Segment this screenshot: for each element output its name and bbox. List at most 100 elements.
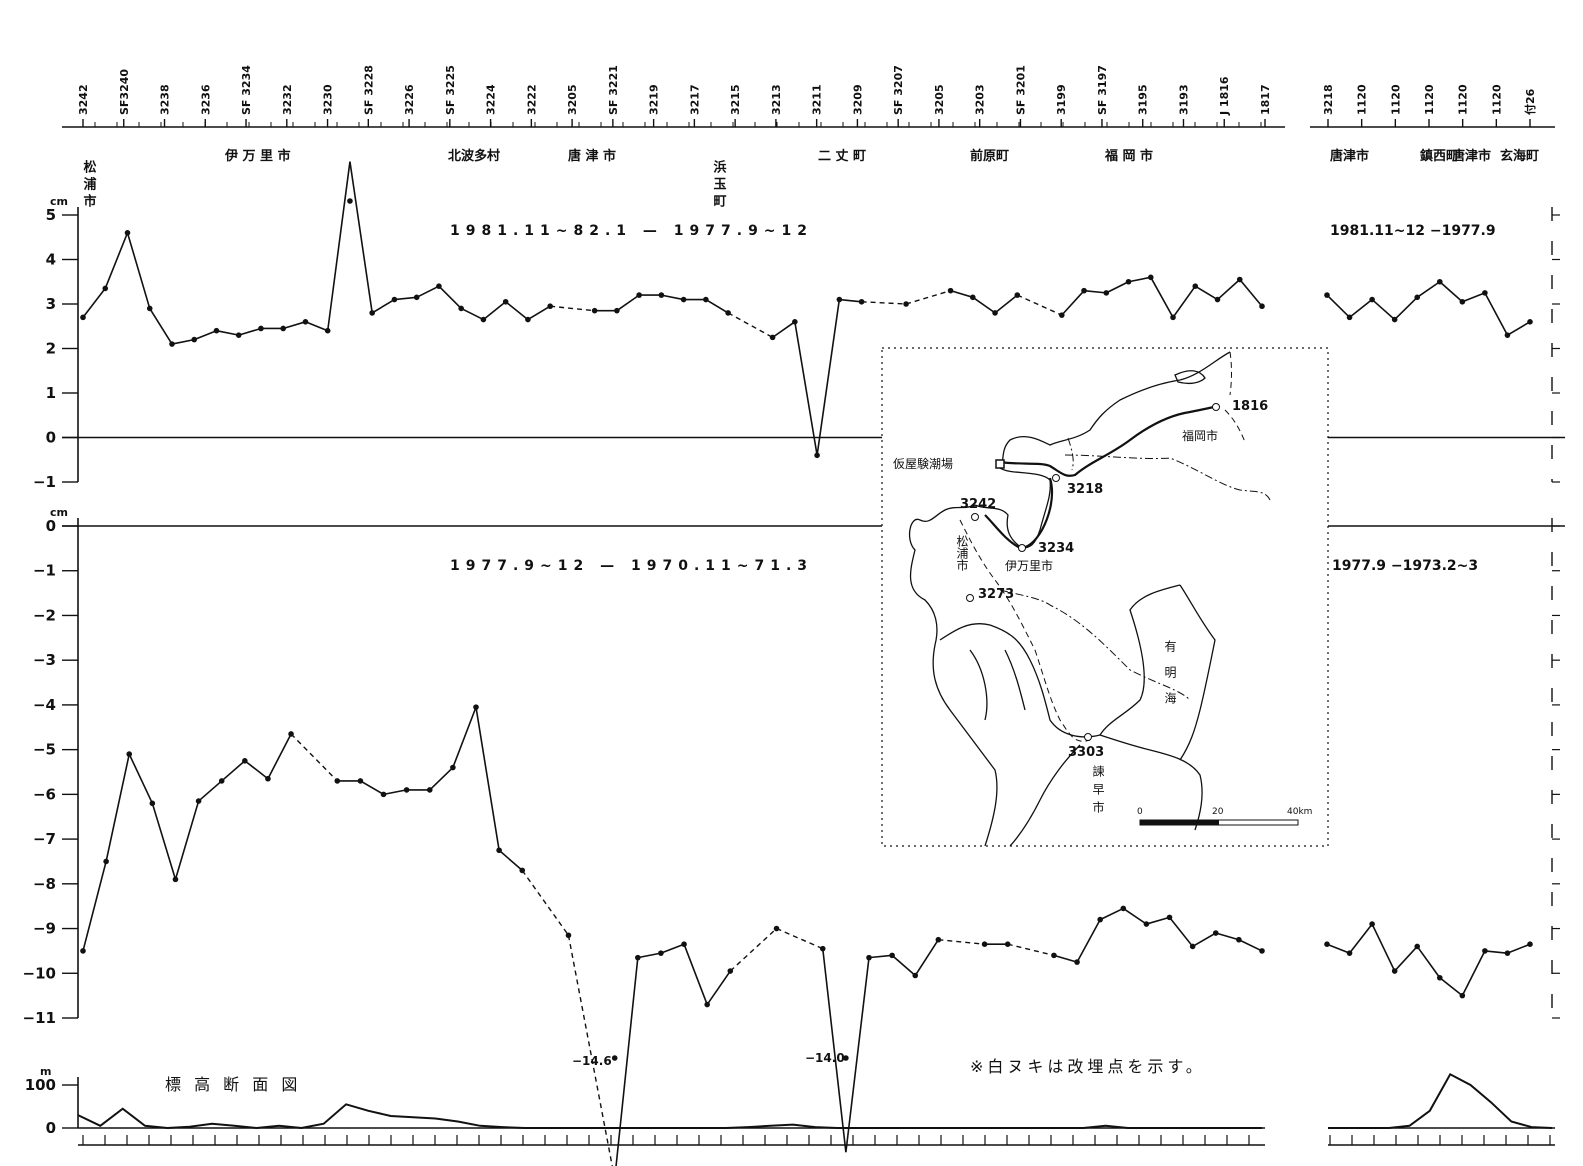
panel-long-change: 0 −1 −2 −3 −4 −5 −6 −7 −8 −9 −10 −11 cm	[23, 506, 1565, 1166]
main-point	[727, 968, 734, 974]
main-segment	[82, 861, 107, 952]
main-segment	[416, 285, 440, 299]
benchmark-label: 3238	[159, 84, 172, 115]
side-point	[1482, 948, 1488, 954]
main-segment	[105, 753, 131, 862]
main-point	[1014, 292, 1021, 298]
benchmark-label: SF 3201	[1014, 65, 1027, 115]
main-point	[611, 1055, 618, 1061]
main-point	[658, 950, 664, 956]
side-point	[1527, 319, 1533, 325]
bm3242-marker	[971, 513, 979, 521]
main-point	[680, 296, 687, 303]
side-segment	[1326, 943, 1350, 954]
main-point	[1189, 943, 1196, 950]
main-segment	[1192, 932, 1217, 948]
main-point	[1143, 921, 1150, 927]
side-segment	[1326, 294, 1351, 318]
main-segment	[1076, 919, 1101, 963]
main-segment	[171, 338, 195, 345]
map-bm1816-label: 1816	[1232, 399, 1268, 414]
main-point	[195, 798, 202, 804]
map-scale-0: 0	[1137, 807, 1143, 817]
main-point	[1051, 952, 1057, 959]
bm3303-marker	[1084, 733, 1092, 741]
main-point	[169, 341, 175, 347]
y-tick-label: −2	[33, 606, 56, 624]
main-segment	[1099, 907, 1124, 921]
main-segment	[429, 766, 454, 791]
place-name: 二 丈 町	[818, 149, 866, 164]
main-segment	[772, 321, 796, 339]
side-point	[1346, 314, 1353, 321]
side-segment	[1394, 945, 1418, 972]
side-point	[1346, 950, 1353, 956]
bm1816-marker	[1212, 403, 1220, 411]
main-point	[124, 230, 131, 236]
side-point	[1527, 941, 1533, 947]
benchmark-label: 3193	[1177, 84, 1190, 115]
benchmark-label: 3213	[770, 84, 783, 115]
place-name: 浜玉町	[711, 159, 727, 211]
y-tick-label: −11	[23, 1009, 56, 1027]
main-point	[769, 334, 776, 341]
main-segment	[527, 305, 551, 321]
side-segment	[1461, 950, 1486, 996]
main-point	[1236, 276, 1243, 283]
main-point	[258, 325, 264, 332]
benchmark-label: 3230	[322, 84, 335, 115]
main-segment	[305, 321, 328, 332]
main-segment	[660, 943, 685, 954]
main-point	[213, 327, 220, 334]
main-point	[970, 294, 976, 301]
side-segment	[1484, 950, 1508, 954]
main-point	[146, 305, 153, 312]
y-tick-label: −1	[33, 562, 56, 580]
side-point	[1414, 943, 1421, 950]
main-point	[80, 314, 86, 321]
benchmark-label: 3205	[933, 84, 946, 115]
map-bm3242-label: 3242	[960, 497, 996, 512]
place-name: 玄海町	[1500, 148, 1539, 164]
benchmark-label: SF 3221	[607, 65, 620, 115]
main-segment	[1168, 916, 1194, 947]
main-segment	[174, 800, 200, 880]
main-point	[288, 731, 294, 737]
benchmark-label: 3242	[77, 84, 90, 115]
main-point	[935, 936, 942, 943]
main-segment	[1172, 285, 1196, 318]
benchmark-label: 3205	[566, 84, 579, 115]
main-point	[413, 294, 420, 301]
main-point	[1214, 296, 1221, 303]
main-point	[814, 452, 820, 459]
y-tick-label: 0	[46, 517, 56, 535]
main-dashed-segment	[729, 928, 778, 972]
main-point	[858, 298, 865, 305]
main-segment	[868, 954, 893, 959]
benchmark-label: 1120	[1490, 84, 1503, 115]
map-test-site-label: 仮屋験潮場	[893, 456, 953, 471]
y-tick-label: 5	[46, 206, 56, 224]
main-segment	[326, 161, 351, 331]
main-point	[324, 327, 331, 334]
benchmark-label: 3232	[281, 84, 294, 115]
main-point	[103, 858, 109, 865]
map-scale-bar: 0 20 40km	[1137, 807, 1312, 826]
y-tick-label: −5	[33, 741, 56, 759]
main-dashed-segment	[290, 733, 338, 782]
y-tick-label: −4	[33, 696, 56, 714]
map-boundaries	[999, 437, 1271, 701]
panel2-title: 1977.9~12 — 1970.11~71.3	[450, 558, 813, 574]
map-bm3303-label: 3303	[1068, 745, 1104, 760]
side-point	[1436, 974, 1443, 981]
main-point	[242, 758, 248, 764]
main-segment	[149, 308, 173, 345]
side-point	[1369, 296, 1375, 303]
main-point	[981, 941, 988, 947]
main-point	[903, 301, 909, 307]
main-point	[357, 778, 364, 784]
side-segment	[1439, 977, 1463, 997]
map-fukuoka-label: 福岡市	[1182, 428, 1218, 443]
main-segment	[616, 294, 640, 312]
